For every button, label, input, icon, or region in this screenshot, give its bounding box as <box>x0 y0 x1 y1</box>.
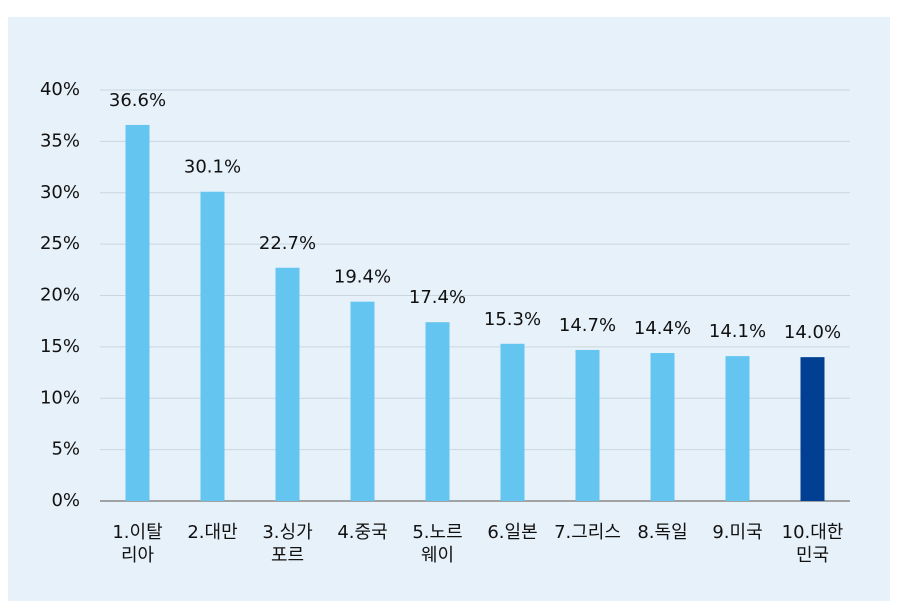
bar <box>125 124 150 501</box>
value-label: 17.4% <box>409 287 466 308</box>
x-tick-label: 4.중국 <box>337 522 388 543</box>
value-label: 30.1% <box>184 157 241 178</box>
x-tick-label: 5.노르 웨이 <box>412 522 463 566</box>
value-label: 36.6% <box>109 90 166 111</box>
x-tick-label: 7.그리스 <box>554 522 621 543</box>
x-tick-label: 9.미국 <box>712 522 763 543</box>
y-tick-label: 35% <box>40 130 80 151</box>
bar <box>425 322 450 501</box>
value-label: 19.4% <box>334 267 391 288</box>
x-tick-label: 10.대한 민국 <box>781 522 844 566</box>
bar <box>800 357 825 501</box>
chart-background <box>8 17 890 601</box>
x-tick-label: 8.독일 <box>637 522 688 543</box>
value-label: 22.7% <box>259 233 316 254</box>
y-tick-label: 30% <box>40 182 80 203</box>
y-tick-label: 0% <box>51 490 80 511</box>
value-label: 14.7% <box>559 315 616 336</box>
value-label: 14.1% <box>709 321 766 342</box>
bar <box>500 343 525 501</box>
x-tick-label: 6.일본 <box>487 522 538 543</box>
y-tick-label: 15% <box>40 336 80 357</box>
value-label: 14.4% <box>634 318 691 339</box>
bar <box>350 301 375 501</box>
y-tick-label: 5% <box>51 439 80 460</box>
bar <box>275 267 300 501</box>
x-tick-label: 1.이탈 리아 <box>112 522 163 566</box>
value-label: 15.3% <box>484 309 541 330</box>
bar <box>575 349 600 501</box>
y-tick-label: 10% <box>40 387 80 408</box>
x-tick-label: 3.싱가 포르 <box>262 522 313 566</box>
value-label: 14.0% <box>784 322 841 343</box>
bar <box>650 353 675 501</box>
x-tick-label: 2.대만 <box>187 522 238 543</box>
y-tick-label: 25% <box>40 233 80 254</box>
bar <box>200 191 225 501</box>
y-tick-label: 40% <box>40 79 80 100</box>
y-tick-label: 20% <box>40 285 80 306</box>
bar <box>725 356 750 501</box>
